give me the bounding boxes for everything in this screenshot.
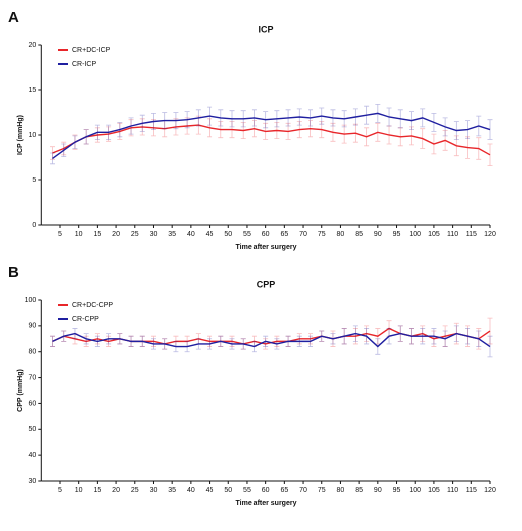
y-tick-label: 70 bbox=[29, 374, 37, 381]
x-axis-label: Time after surgery bbox=[236, 244, 297, 251]
legend-label: CR+DC-ICP bbox=[72, 47, 111, 54]
legend-label: CR-CPP bbox=[72, 316, 99, 323]
x-tick-label: 15 bbox=[93, 487, 101, 494]
y-tick-label: 40 bbox=[29, 452, 37, 459]
x-tick-label: 105 bbox=[428, 231, 440, 238]
chart-title: ICP bbox=[258, 24, 273, 34]
x-tick-label: 30 bbox=[150, 487, 158, 494]
x-tick-label: 95 bbox=[393, 487, 401, 494]
x-tick-label: 20 bbox=[112, 487, 120, 494]
x-tick-label: 80 bbox=[337, 487, 345, 494]
x-tick-label: 75 bbox=[318, 487, 326, 494]
panel-label: B bbox=[8, 264, 19, 281]
error-bar bbox=[487, 335, 493, 358]
series-line bbox=[52, 332, 491, 348]
panel-label: A bbox=[8, 9, 19, 26]
x-tick-label: 85 bbox=[355, 231, 363, 238]
y-tick-label: 0 bbox=[32, 222, 36, 229]
y-tick-label: 50 bbox=[29, 426, 37, 433]
error-bar bbox=[50, 335, 56, 347]
x-tick-label: 35 bbox=[168, 487, 176, 494]
x-tick-label: 5 bbox=[58, 231, 62, 238]
x-tick-label: 25 bbox=[131, 231, 139, 238]
y-tick-label: 60 bbox=[29, 400, 37, 407]
y-tick-label: 20 bbox=[29, 42, 37, 49]
legend-label: CR-ICP bbox=[72, 61, 96, 68]
x-tick-label: 85 bbox=[355, 487, 363, 494]
x-tick-label: 25 bbox=[131, 487, 139, 494]
legend-label: CR+DC-CPP bbox=[72, 302, 113, 309]
x-tick-label: 80 bbox=[337, 231, 345, 238]
x-tick-label: 30 bbox=[150, 231, 158, 238]
x-tick-label: 55 bbox=[243, 487, 251, 494]
x-tick-label: 40 bbox=[187, 231, 195, 238]
x-tick-label: 35 bbox=[168, 231, 176, 238]
x-tick-label: 75 bbox=[318, 231, 326, 238]
x-tick-label: 40 bbox=[187, 487, 195, 494]
x-tick-label: 110 bbox=[447, 231, 458, 238]
x-tick-label: 120 bbox=[484, 231, 496, 238]
y-tick-label: 90 bbox=[29, 323, 37, 330]
series-line bbox=[52, 124, 491, 156]
x-tick-label: 60 bbox=[262, 231, 270, 238]
x-tick-label: 10 bbox=[75, 487, 83, 494]
x-tick-label: 20 bbox=[112, 231, 120, 238]
x-tick-label: 15 bbox=[93, 231, 101, 238]
x-tick-label: 115 bbox=[466, 487, 477, 494]
x-tick-label: 50 bbox=[224, 487, 232, 494]
y-tick-label: 80 bbox=[29, 349, 37, 356]
y-tick-label: 15 bbox=[29, 87, 37, 94]
x-tick-label: 70 bbox=[299, 231, 307, 238]
x-tick-label: 60 bbox=[262, 487, 270, 494]
chart-title: CPP bbox=[257, 279, 276, 289]
error-bar bbox=[487, 317, 493, 345]
x-axis-label: Time after surgery bbox=[236, 500, 297, 507]
y-tick-label: 30 bbox=[29, 478, 37, 485]
x-tick-label: 100 bbox=[409, 231, 421, 238]
x-tick-label: 95 bbox=[393, 231, 401, 238]
x-tick-label: 65 bbox=[280, 231, 288, 238]
x-tick-label: 90 bbox=[374, 231, 382, 238]
y-tick-label: 10 bbox=[29, 132, 37, 139]
x-tick-label: 50 bbox=[224, 231, 232, 238]
y-tick-label: 100 bbox=[25, 297, 37, 304]
y-axis-label: ICP (mmHg) bbox=[17, 115, 24, 155]
series-line bbox=[52, 112, 491, 159]
x-tick-label: 120 bbox=[484, 487, 496, 494]
x-tick-label: 5 bbox=[58, 487, 62, 494]
x-tick-label: 90 bbox=[374, 487, 382, 494]
x-tick-label: 70 bbox=[299, 487, 307, 494]
x-tick-label: 100 bbox=[409, 487, 421, 494]
x-tick-label: 45 bbox=[206, 231, 214, 238]
x-tick-label: 10 bbox=[75, 231, 83, 238]
y-tick-label: 5 bbox=[32, 177, 36, 184]
x-tick-label: 45 bbox=[206, 487, 214, 494]
x-tick-label: 105 bbox=[428, 487, 440, 494]
error-bar bbox=[50, 335, 56, 347]
x-tick-label: 110 bbox=[447, 487, 458, 494]
y-axis-label: CPP (mmHg) bbox=[17, 369, 24, 412]
x-tick-label: 55 bbox=[243, 231, 251, 238]
x-tick-label: 65 bbox=[280, 487, 288, 494]
x-tick-label: 115 bbox=[466, 231, 477, 238]
